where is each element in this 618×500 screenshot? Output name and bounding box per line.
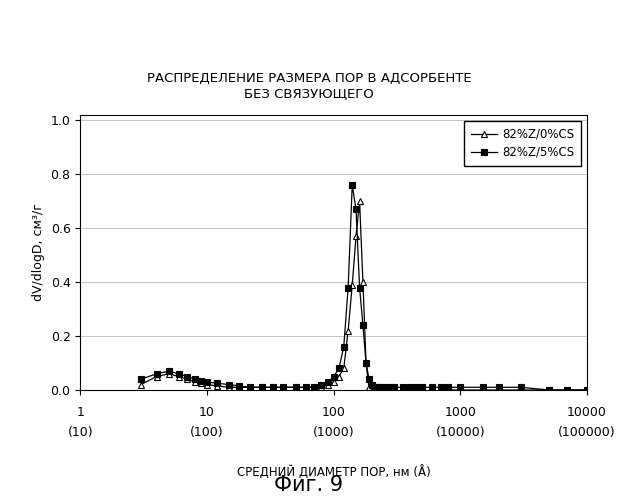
82%Z/0%CS bbox=[292, 384, 299, 390]
Text: РАСПРЕДЕЛЕНИЕ РАЗМЕРА ПОР В АДСОРБЕНТЕ
БЕЗ СВЯЗУЮЩЕГО: РАСПРЕДЕЛЕНИЕ РАЗМЕРА ПОР В АДСОРБЕНТЕ Б… bbox=[146, 72, 472, 100]
82%Z/0%CS bbox=[371, 390, 378, 396]
Line: 82%Z/0%CS: 82%Z/0%CS bbox=[138, 198, 590, 396]
Text: 10: 10 bbox=[199, 406, 215, 420]
Text: (100): (100) bbox=[190, 426, 224, 439]
Text: 100: 100 bbox=[322, 406, 345, 420]
82%Z/0%CS bbox=[137, 382, 145, 388]
82%Z/5%CS bbox=[349, 182, 356, 188]
82%Z/0%CS bbox=[387, 390, 394, 396]
82%Z/5%CS bbox=[545, 387, 552, 393]
Legend: 82%Z/0%CS, 82%Z/5%CS: 82%Z/0%CS, 82%Z/5%CS bbox=[464, 121, 581, 166]
Text: 1000: 1000 bbox=[444, 406, 476, 420]
Text: (10): (10) bbox=[67, 426, 93, 439]
82%Z/5%CS bbox=[583, 387, 591, 393]
Text: (1000): (1000) bbox=[313, 426, 355, 439]
82%Z/5%CS bbox=[184, 374, 191, 380]
Line: 82%Z/5%CS: 82%Z/5%CS bbox=[138, 182, 590, 393]
Text: СРЕДНИЙ ДИАМЕТР ПОР, нм (Å): СРЕДНИЙ ДИАМЕТР ПОР, нм (Å) bbox=[237, 466, 431, 479]
82%Z/0%CS bbox=[564, 387, 571, 393]
82%Z/5%CS bbox=[373, 384, 381, 390]
Text: 10000: 10000 bbox=[567, 406, 607, 420]
82%Z/5%CS bbox=[362, 360, 370, 366]
82%Z/5%CS bbox=[352, 206, 360, 212]
82%Z/0%CS bbox=[356, 198, 363, 204]
Text: (10000): (10000) bbox=[436, 426, 485, 439]
82%Z/0%CS bbox=[406, 390, 413, 396]
Text: 1: 1 bbox=[77, 406, 84, 420]
Text: (100000): (100000) bbox=[558, 426, 616, 439]
82%Z/5%CS bbox=[137, 376, 145, 382]
82%Z/5%CS bbox=[318, 382, 325, 388]
Text: Фиг. 9: Фиг. 9 bbox=[274, 475, 344, 495]
82%Z/0%CS bbox=[247, 384, 254, 390]
82%Z/0%CS bbox=[302, 384, 310, 390]
82%Z/5%CS bbox=[378, 384, 386, 390]
82%Z/0%CS bbox=[583, 387, 591, 393]
Y-axis label: dV/dlogD, см³/г: dV/dlogD, см³/г bbox=[32, 204, 45, 302]
